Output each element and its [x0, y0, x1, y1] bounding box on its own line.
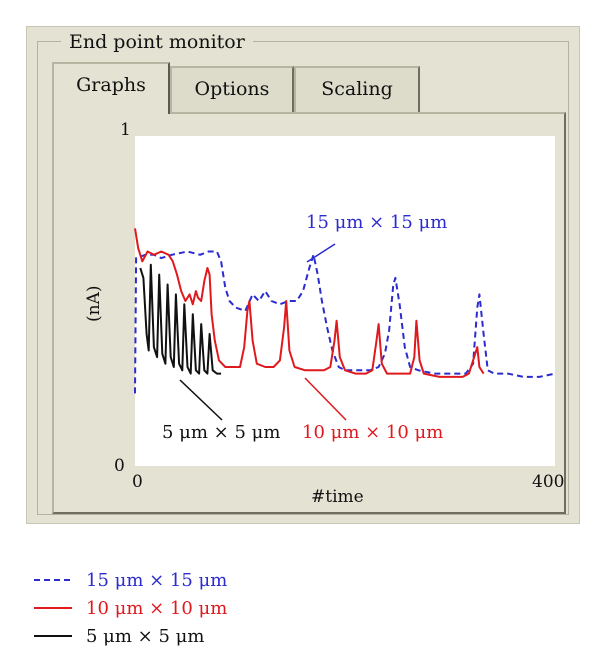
legend-item-10um: 10 μm × 10 μm	[34, 594, 227, 622]
legend-swatch-15um	[34, 579, 72, 581]
annotation-15um: 15 μm × 15 μm	[306, 212, 447, 233]
annotation-10um: 10 μm × 10 μm	[302, 422, 443, 443]
annotation-layer: 15 μm × 15 μm 10 μm × 10 μm 5 μm × 5 μm	[162, 212, 447, 443]
series-layer	[134, 228, 556, 394]
legend-swatch-10um	[34, 607, 72, 609]
legend-label-10um: 10 μm × 10 μm	[86, 597, 228, 619]
tab-options[interactable]: Options	[170, 66, 294, 112]
legend: 15 μm × 15 μm 10 μm × 10 μm 5 μm × 5 μm	[34, 566, 227, 650]
tab-options-label: Options	[194, 78, 270, 100]
tab-scaling[interactable]: Scaling	[294, 66, 420, 112]
annotation-pointer-5um	[179, 379, 223, 421]
tab-scaling-label: Scaling	[321, 78, 393, 100]
legend-item-5um: 5 μm × 5 μm	[34, 622, 227, 650]
legend-item-15um: 15 μm × 15 μm	[34, 566, 227, 594]
window-title: End point monitor	[61, 31, 253, 53]
annotation-pointer-15um	[306, 243, 336, 263]
x-tick-min: 0	[132, 472, 143, 492]
legend-swatch-5um	[34, 635, 72, 637]
x-axis-label: #time	[311, 487, 364, 507]
group-frame	[37, 41, 569, 515]
legend-label-5um: 5 μm × 5 μm	[86, 625, 205, 647]
series-line-2	[139, 263, 222, 375]
legend-label-15um: 15 μm × 15 μm	[86, 569, 228, 591]
series-line-1	[134, 228, 485, 378]
tab-graphs-label: Graphs	[76, 74, 146, 96]
y-tick-max: 1	[120, 120, 131, 140]
y-tick-min: 0	[114, 456, 125, 476]
annotation-5um: 5 μm × 5 μm	[162, 422, 280, 443]
plot-area	[135, 136, 555, 466]
annotation-pointer-10um	[304, 377, 347, 421]
x-tick-max: 400	[532, 472, 565, 492]
tab-graphs[interactable]: Graphs	[52, 62, 170, 114]
